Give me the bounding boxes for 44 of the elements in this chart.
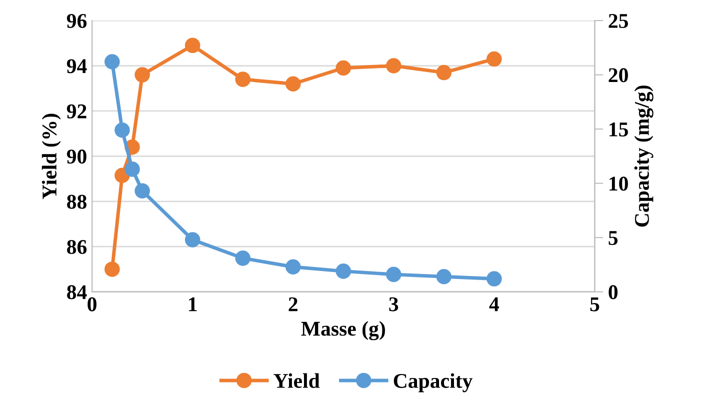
y-tick-label: 92 xyxy=(66,104,86,118)
y-tick-label: 96 xyxy=(66,14,87,28)
legend-label: Yield xyxy=(274,373,320,388)
y-tick-label: 88 xyxy=(67,194,86,209)
point xyxy=(134,67,150,82)
y2-tick-label: 5 xyxy=(608,231,618,245)
point xyxy=(104,54,120,70)
y2-axis-title: Capacity (mg/g) xyxy=(634,86,654,227)
y-axis-title: Yield (%) xyxy=(42,114,61,200)
x-tick-label: 1 xyxy=(189,297,197,312)
y2-tick-label: 0 xyxy=(608,285,618,300)
y2-tick-label: 20 xyxy=(608,68,628,82)
y2-tick-label: 25 xyxy=(608,14,628,28)
x-tick-label: 4 xyxy=(489,297,500,312)
point xyxy=(486,51,502,67)
point xyxy=(134,183,150,199)
point xyxy=(436,268,452,284)
point xyxy=(386,266,402,282)
point xyxy=(104,262,120,277)
x-tick-label: 3 xyxy=(389,297,398,312)
point xyxy=(124,162,140,177)
y-tick-label: 86 xyxy=(67,240,87,254)
point xyxy=(386,58,402,74)
point xyxy=(336,264,352,279)
x-tick-label: 2 xyxy=(288,297,298,312)
legend-label: Capacity xyxy=(394,373,472,392)
point xyxy=(235,72,250,87)
x-tick-label: 0 xyxy=(88,297,96,312)
x-axis-title: Masse (g) xyxy=(301,321,385,340)
point xyxy=(285,76,301,92)
y-tick-label: 94 xyxy=(66,59,87,74)
point xyxy=(285,259,301,274)
y-tick-label: 90 xyxy=(66,150,86,164)
point xyxy=(184,232,200,248)
y-tick-label: 84 xyxy=(67,285,87,300)
y2-tick-label: 10 xyxy=(610,176,628,191)
point xyxy=(184,38,200,54)
point xyxy=(235,250,250,266)
point xyxy=(336,60,352,76)
y2-tick-label: 15 xyxy=(610,122,628,136)
point xyxy=(486,271,502,286)
point xyxy=(114,122,130,138)
x-tick-label: 5 xyxy=(590,297,600,312)
point xyxy=(436,64,452,80)
